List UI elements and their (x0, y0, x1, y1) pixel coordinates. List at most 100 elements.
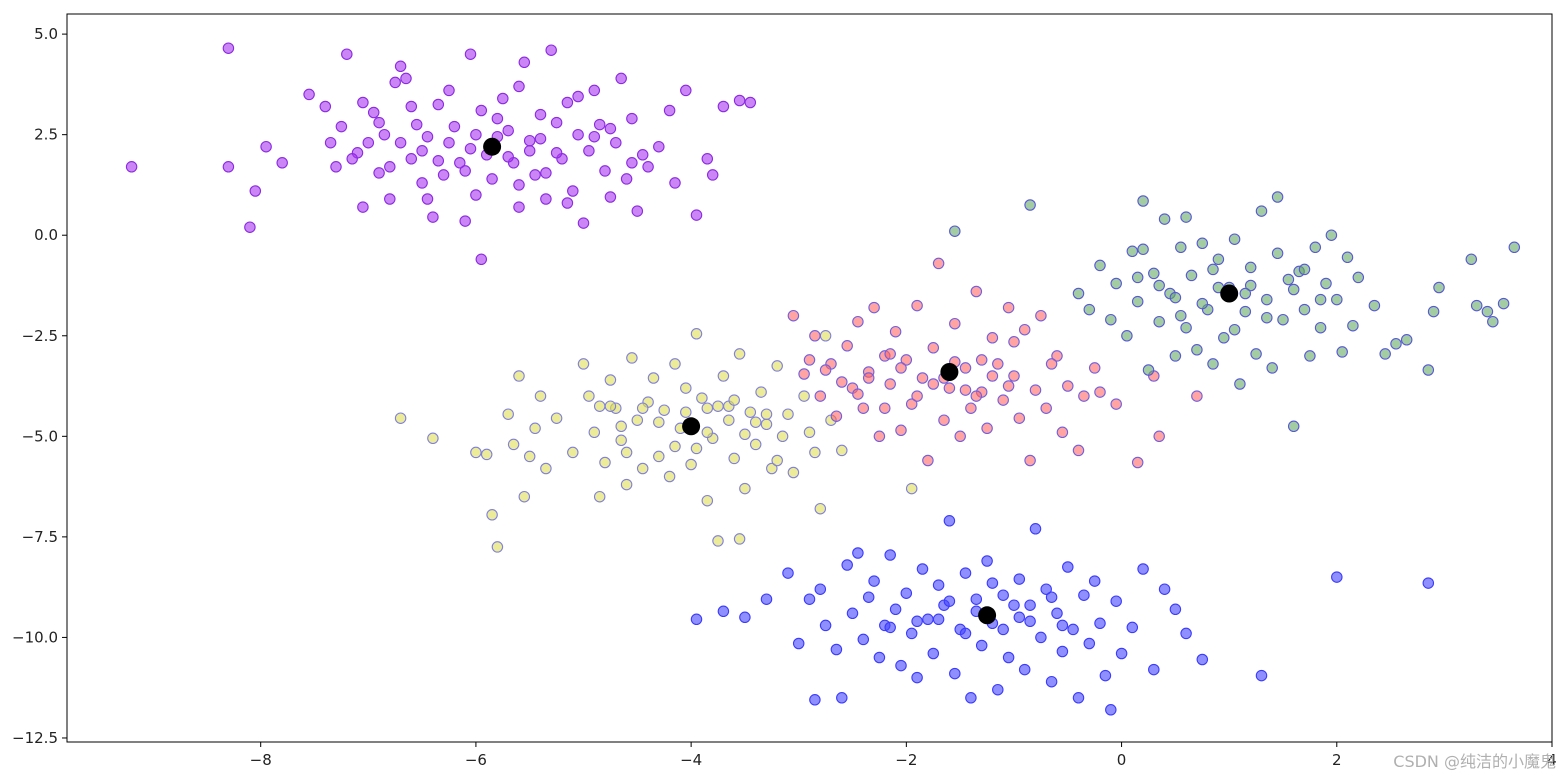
data-point (620, 478, 633, 491)
data-point (690, 442, 703, 455)
data-point (125, 161, 138, 173)
data-point (733, 94, 746, 107)
data-point (954, 430, 966, 443)
data-point (1035, 631, 1047, 644)
data-point (889, 603, 902, 616)
data-point (1207, 263, 1219, 276)
data-point (626, 112, 638, 125)
data-point (862, 372, 875, 384)
data-point (1465, 253, 1478, 266)
data-point (1131, 271, 1144, 284)
data-point (905, 482, 918, 495)
data-point (1142, 364, 1155, 376)
data-point (868, 575, 880, 587)
data-point (669, 440, 681, 453)
data-point (1115, 647, 1128, 660)
data-point (1137, 243, 1149, 256)
data-point (760, 408, 773, 420)
data-point (1298, 303, 1311, 316)
data-point (1191, 344, 1203, 356)
x-tick-label: −6 (465, 751, 487, 769)
data-point (1212, 253, 1225, 266)
x-tick-label: 2 (1332, 751, 1342, 769)
data-point (1056, 426, 1069, 439)
y-tick-label: 0.0 (34, 226, 58, 244)
data-point (1261, 293, 1273, 306)
data-point (400, 72, 412, 85)
data-point (1024, 199, 1036, 211)
data-point (755, 386, 767, 398)
data-point (1024, 454, 1036, 467)
data-point (1314, 321, 1327, 334)
data-point (1180, 627, 1192, 640)
data-point (836, 692, 848, 704)
data-point (480, 448, 493, 461)
data-point (384, 193, 396, 205)
data-point (1169, 603, 1182, 616)
x-tick-label: −8 (250, 751, 272, 769)
data-point (970, 593, 983, 605)
data-point (405, 100, 418, 113)
data-point (970, 285, 983, 298)
data-point (803, 354, 816, 366)
data-point (787, 309, 800, 322)
data-point (836, 444, 848, 457)
data-point (744, 96, 757, 109)
data-point (545, 44, 557, 56)
data-point (669, 177, 681, 189)
data-point (1110, 595, 1122, 607)
data-point (1008, 370, 1020, 382)
data-point (852, 315, 864, 328)
data-point (959, 627, 972, 640)
data-point (809, 330, 821, 342)
data-point (454, 157, 466, 169)
data-point (626, 352, 638, 364)
data-point (658, 404, 670, 416)
data-point (1169, 350, 1182, 362)
data-point (959, 384, 972, 396)
data-point (782, 567, 794, 579)
data-point (981, 422, 993, 435)
data-point (593, 490, 606, 503)
data-point (927, 378, 940, 390)
data-point (841, 340, 853, 352)
data-point (701, 402, 714, 414)
data-point (792, 637, 805, 650)
data-point (739, 611, 751, 624)
data-point (900, 587, 913, 599)
data-point (798, 390, 810, 402)
data-point (857, 402, 870, 414)
data-point (1180, 321, 1192, 334)
data-point (1008, 336, 1020, 348)
data-point (1131, 295, 1144, 308)
data-point (895, 424, 907, 437)
data-point (470, 446, 482, 459)
data-point (943, 382, 956, 394)
data-point (798, 368, 810, 380)
data-point (394, 60, 407, 73)
data-point (846, 607, 859, 620)
data-point (1094, 617, 1106, 630)
data-point (857, 633, 870, 646)
data-point (862, 591, 875, 603)
data-point (540, 167, 552, 179)
data-point (394, 412, 407, 424)
data-point (981, 555, 993, 567)
x-tick-label: −2 (895, 751, 917, 769)
data-point (1422, 364, 1435, 376)
data-point (432, 155, 445, 167)
data-point (1433, 281, 1445, 294)
data-point (895, 659, 907, 672)
data-point (1008, 599, 1020, 611)
data-point (373, 167, 385, 179)
data-point (1072, 444, 1085, 457)
data-point (502, 124, 514, 137)
data-point (696, 392, 708, 404)
data-point (604, 374, 617, 386)
data-point (1277, 313, 1289, 326)
data-point (733, 348, 746, 360)
data-point (1325, 229, 1338, 241)
y-tick-label: 5.0 (34, 25, 58, 43)
data-point (852, 547, 864, 559)
data-point (222, 161, 235, 173)
